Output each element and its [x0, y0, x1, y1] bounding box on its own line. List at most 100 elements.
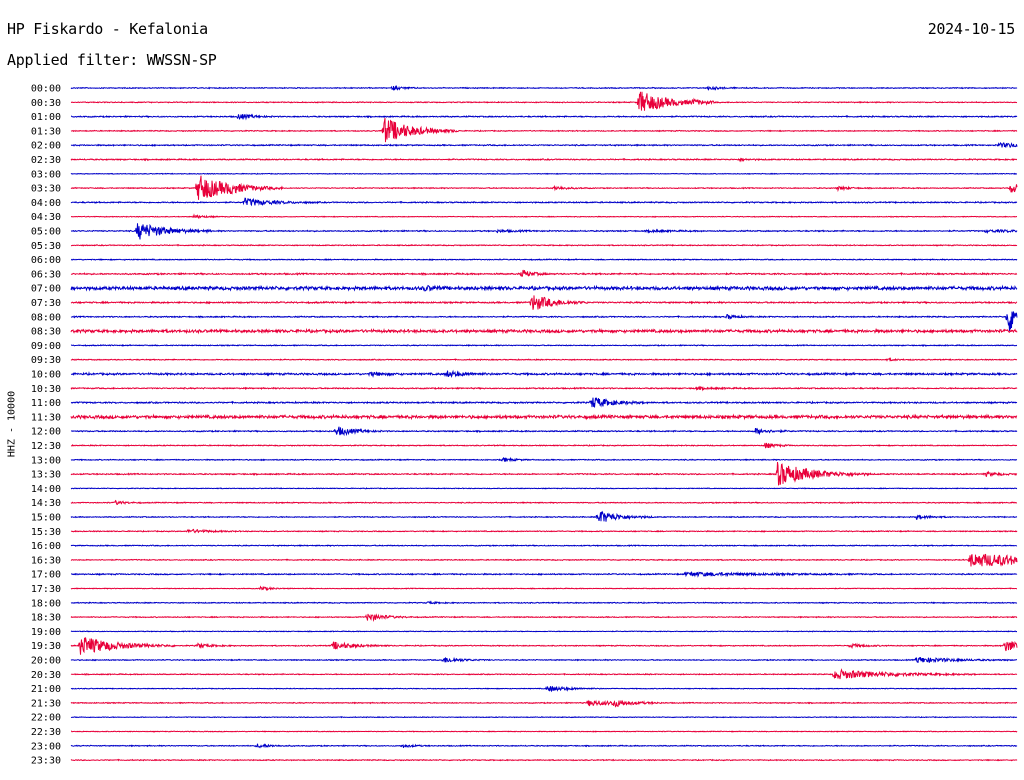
trace-line — [70, 223, 1018, 240]
trace-line — [70, 357, 1018, 362]
trace-line — [70, 295, 1018, 310]
trace-line — [70, 613, 1018, 622]
row-time-label: 17:30 — [31, 584, 61, 595]
trace-line — [70, 175, 1018, 200]
row-time-label: 06:30 — [31, 269, 61, 280]
row-time-label: 10:00 — [31, 370, 61, 381]
trace-line — [70, 637, 1018, 655]
trace-line — [70, 487, 1018, 490]
row-time-label: 01:30 — [31, 126, 61, 137]
row-time-label: 18:00 — [31, 598, 61, 609]
row-time-label: 20:00 — [31, 656, 61, 667]
trace-line — [70, 600, 1018, 605]
row-time-label: 04:30 — [31, 212, 61, 223]
trace-line — [70, 499, 1018, 506]
row-time-label: 19:00 — [31, 627, 61, 638]
trace-line — [70, 544, 1018, 548]
station-title: HP Fiskardo - Kefalonia — [7, 20, 208, 38]
trace-line — [70, 730, 1018, 733]
row-time-label: 18:30 — [31, 613, 61, 624]
row-time-label: 13:30 — [31, 470, 61, 481]
row-time-label: 11:30 — [31, 412, 61, 423]
row-time-label: 11:00 — [31, 398, 61, 409]
row-time-label: 12:30 — [31, 441, 61, 452]
row-time-label: 21:30 — [31, 698, 61, 709]
row-time-label: 05:30 — [31, 241, 61, 252]
row-time-label: 12:00 — [31, 427, 61, 438]
trace-line — [70, 461, 1018, 486]
trace-line — [70, 743, 1018, 749]
row-time-label: 09:00 — [31, 341, 61, 352]
trace-line — [70, 343, 1018, 347]
trace-line — [70, 397, 1018, 408]
trace-line — [70, 630, 1018, 633]
trace-line — [70, 197, 1018, 207]
row-time-label: 03:30 — [31, 184, 61, 195]
row-time-label: 15:30 — [31, 527, 61, 538]
trace-line — [70, 715, 1018, 719]
trace-line — [70, 284, 1018, 292]
row-time-label: 19:30 — [31, 641, 61, 652]
trace-line — [70, 699, 1018, 708]
row-time-label: 13:00 — [31, 455, 61, 466]
row-time-label: 23:30 — [31, 756, 61, 767]
trace-line — [70, 213, 1018, 219]
trace-line — [70, 141, 1018, 149]
trace-line — [70, 553, 1018, 567]
trace-line — [70, 585, 1018, 592]
row-time-label: 16:00 — [31, 541, 61, 552]
trace-line — [70, 117, 1018, 143]
row-time-label: 20:30 — [31, 670, 61, 681]
row-time-label: 02:30 — [31, 155, 61, 166]
trace-line — [70, 157, 1018, 163]
trace-line — [70, 84, 1018, 91]
trace-line — [70, 758, 1018, 762]
trace-line — [70, 172, 1018, 175]
trace-line — [70, 258, 1018, 262]
filter-label: Applied filter: WWSSN-SP — [7, 51, 217, 69]
row-time-label: 14:30 — [31, 498, 61, 509]
row-time-label: 00:00 — [31, 84, 61, 95]
row-time-label: 05:00 — [31, 227, 61, 238]
row-time-label: 17:00 — [31, 570, 61, 581]
row-time-label: 07:00 — [31, 284, 61, 295]
trace-line — [70, 510, 1018, 522]
row-time-label: 23:00 — [31, 741, 61, 752]
row-time-label: 02:00 — [31, 141, 61, 152]
row-time-label: 21:00 — [31, 684, 61, 695]
trace-line — [70, 571, 1018, 578]
row-time-label: 01:00 — [31, 112, 61, 123]
row-time-label: 22:00 — [31, 713, 61, 724]
trace-line — [70, 442, 1018, 449]
row-time-label: 16:30 — [31, 555, 61, 566]
row-time-label: 22:30 — [31, 727, 61, 738]
trace-line — [70, 269, 1018, 278]
row-time-label: 00:30 — [31, 98, 61, 109]
row-time-label: 06:00 — [31, 255, 61, 266]
row-time-label: 03:00 — [31, 169, 61, 180]
trace-line — [70, 426, 1018, 437]
trace-line — [70, 528, 1018, 534]
trace-line — [70, 113, 1018, 121]
row-time-label: 08:00 — [31, 312, 61, 323]
trace-line — [70, 385, 1018, 392]
trace-line — [70, 668, 1018, 680]
trace-line — [70, 311, 1018, 332]
trace-line — [70, 327, 1018, 335]
trace-line — [70, 413, 1018, 421]
trace-line — [70, 91, 1018, 111]
trace-line — [70, 243, 1018, 247]
row-time-label: 09:30 — [31, 355, 61, 366]
row-time-label: 15:00 — [31, 513, 61, 524]
trace-line — [70, 369, 1018, 378]
row-time-label: 04:00 — [31, 198, 61, 209]
row-time-label: 08:30 — [31, 327, 61, 338]
trace-line — [70, 685, 1018, 693]
date-label: 2024-10-15 — [927, 20, 1016, 38]
row-time-label: 10:30 — [31, 384, 61, 395]
row-time-label: 14:00 — [31, 484, 61, 495]
row-time-label: 07:30 — [31, 298, 61, 309]
trace-line — [70, 656, 1018, 664]
trace-line — [70, 456, 1018, 463]
